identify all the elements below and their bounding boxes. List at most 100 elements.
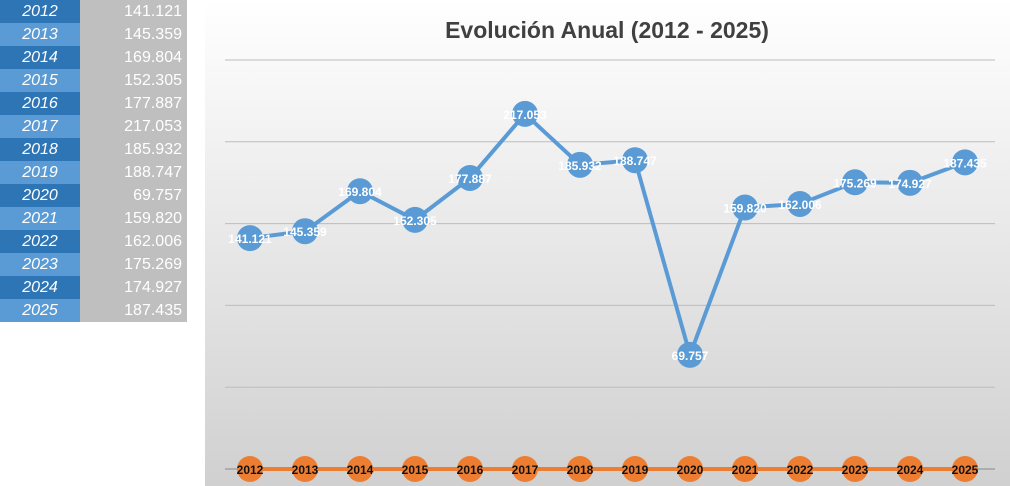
x-tick-label: 2020	[677, 463, 704, 477]
data-point	[237, 456, 263, 482]
year-cell: 2018	[0, 138, 80, 161]
data-label: 174.927	[888, 177, 932, 191]
chart-background	[205, 0, 1010, 486]
year-cell: 2016	[0, 92, 80, 115]
table-row: 2024 174.927	[0, 276, 187, 299]
table-row: 2023 175.269	[0, 253, 187, 276]
table-row: 2022 162.006	[0, 230, 187, 253]
x-tick-label: 2012	[237, 463, 264, 477]
data-point	[677, 341, 703, 368]
x-tick-label: 2014	[347, 463, 374, 477]
data-label: 141.121	[228, 232, 272, 246]
data-point	[622, 456, 648, 482]
x-tick-label: 2013	[292, 463, 319, 477]
value-cell: 159.820	[80, 207, 187, 230]
value-cell: 185.932	[80, 138, 187, 161]
year-cell: 2024	[0, 276, 80, 299]
table-row: 2016 177.887	[0, 92, 187, 115]
year-cell: 2015	[0, 69, 80, 92]
data-point	[952, 456, 978, 482]
data-point	[952, 149, 978, 176]
table-row: 2020 69.757	[0, 184, 187, 207]
value-cell: 69.757	[80, 184, 187, 207]
data-label: 169.804	[338, 185, 382, 199]
x-tick-label: 2019	[622, 463, 649, 477]
data-label: 187.435	[943, 156, 987, 170]
value-cell: 177.887	[80, 92, 187, 115]
table-row: 2019 188.747	[0, 161, 187, 184]
data-label: 152.305	[393, 214, 437, 228]
year-cell: 2025	[0, 299, 80, 322]
year-cell: 2023	[0, 253, 80, 276]
chart-title: Evolución Anual (2012 - 2025)	[445, 17, 769, 43]
value-cell: 187.435	[80, 299, 187, 322]
data-point	[237, 225, 263, 252]
data-point	[457, 456, 483, 482]
year-cell: 2013	[0, 23, 80, 46]
x-tick-label: 2018	[567, 463, 594, 477]
table-row: 2015 152.305	[0, 69, 187, 92]
table-row: 2014 169.804	[0, 46, 187, 69]
value-cell: 174.927	[80, 276, 187, 299]
data-point	[402, 456, 428, 482]
data-point	[512, 456, 538, 482]
data-point	[787, 456, 813, 482]
year-cell: 2012	[0, 0, 80, 23]
value-cell: 217.053	[80, 115, 187, 138]
data-point	[897, 456, 923, 482]
data-point	[347, 456, 373, 482]
x-tick-label: 2015	[402, 463, 429, 477]
table-row: 2012 141.121	[0, 0, 187, 23]
data-point	[512, 100, 538, 127]
data-label: 145.359	[283, 225, 327, 239]
data-point	[897, 169, 923, 196]
year-cell: 2020	[0, 184, 80, 207]
table-row: 2025 187.435	[0, 299, 187, 322]
year-cell: 2021	[0, 207, 80, 230]
x-tick-label: 2021	[732, 463, 759, 477]
value-cell: 169.804	[80, 46, 187, 69]
value-cell: 175.269	[80, 253, 187, 276]
x-tick-label: 2017	[512, 463, 539, 477]
data-point	[567, 456, 593, 482]
x-tick-label: 2022	[787, 463, 814, 477]
data-label: 69.757	[672, 349, 709, 363]
table-row: 2018 185.932	[0, 138, 187, 161]
data-point	[402, 206, 428, 233]
data-point	[842, 456, 868, 482]
data-label: 188.747	[613, 154, 657, 168]
data-point	[347, 178, 373, 205]
data-label: 217.053	[503, 108, 547, 122]
value-cell: 152.305	[80, 69, 187, 92]
x-tick-label: 2023	[842, 463, 869, 477]
value-cell: 141.121	[80, 0, 187, 23]
data-point	[732, 194, 758, 221]
data-label: 185.932	[558, 159, 602, 173]
data-label: 162.006	[778, 198, 822, 212]
value-cell: 145.359	[80, 23, 187, 46]
x-tick-label: 2024	[897, 463, 924, 477]
data-point	[842, 169, 868, 196]
table-row: 2013 145.359	[0, 23, 187, 46]
data-label: 177.887	[448, 172, 492, 186]
x-tick-label: 2025	[952, 463, 979, 477]
year-cell: 2022	[0, 230, 80, 253]
year-cell: 2017	[0, 115, 80, 138]
data-label: 175.269	[833, 176, 877, 190]
data-point	[622, 147, 648, 174]
data-point	[292, 456, 318, 482]
year-cell: 2014	[0, 46, 80, 69]
line-chart: Evolución Anual (2012 - 2025) 141.121 145…	[205, 0, 1010, 486]
value-cell: 188.747	[80, 161, 187, 184]
value-cell: 162.006	[80, 230, 187, 253]
data-point	[677, 456, 703, 482]
data-point	[732, 456, 758, 482]
x-tick-label: 2016	[457, 463, 484, 477]
data-table: 2012 141.121 2013 145.359 2014 169.804 2015 152…	[0, 0, 187, 322]
data-point	[787, 190, 813, 217]
table-row: 2017 217.053	[0, 115, 187, 138]
data-point	[457, 164, 483, 191]
data-label: 159.820	[723, 202, 767, 216]
year-cell: 2019	[0, 161, 80, 184]
data-point	[292, 218, 318, 245]
